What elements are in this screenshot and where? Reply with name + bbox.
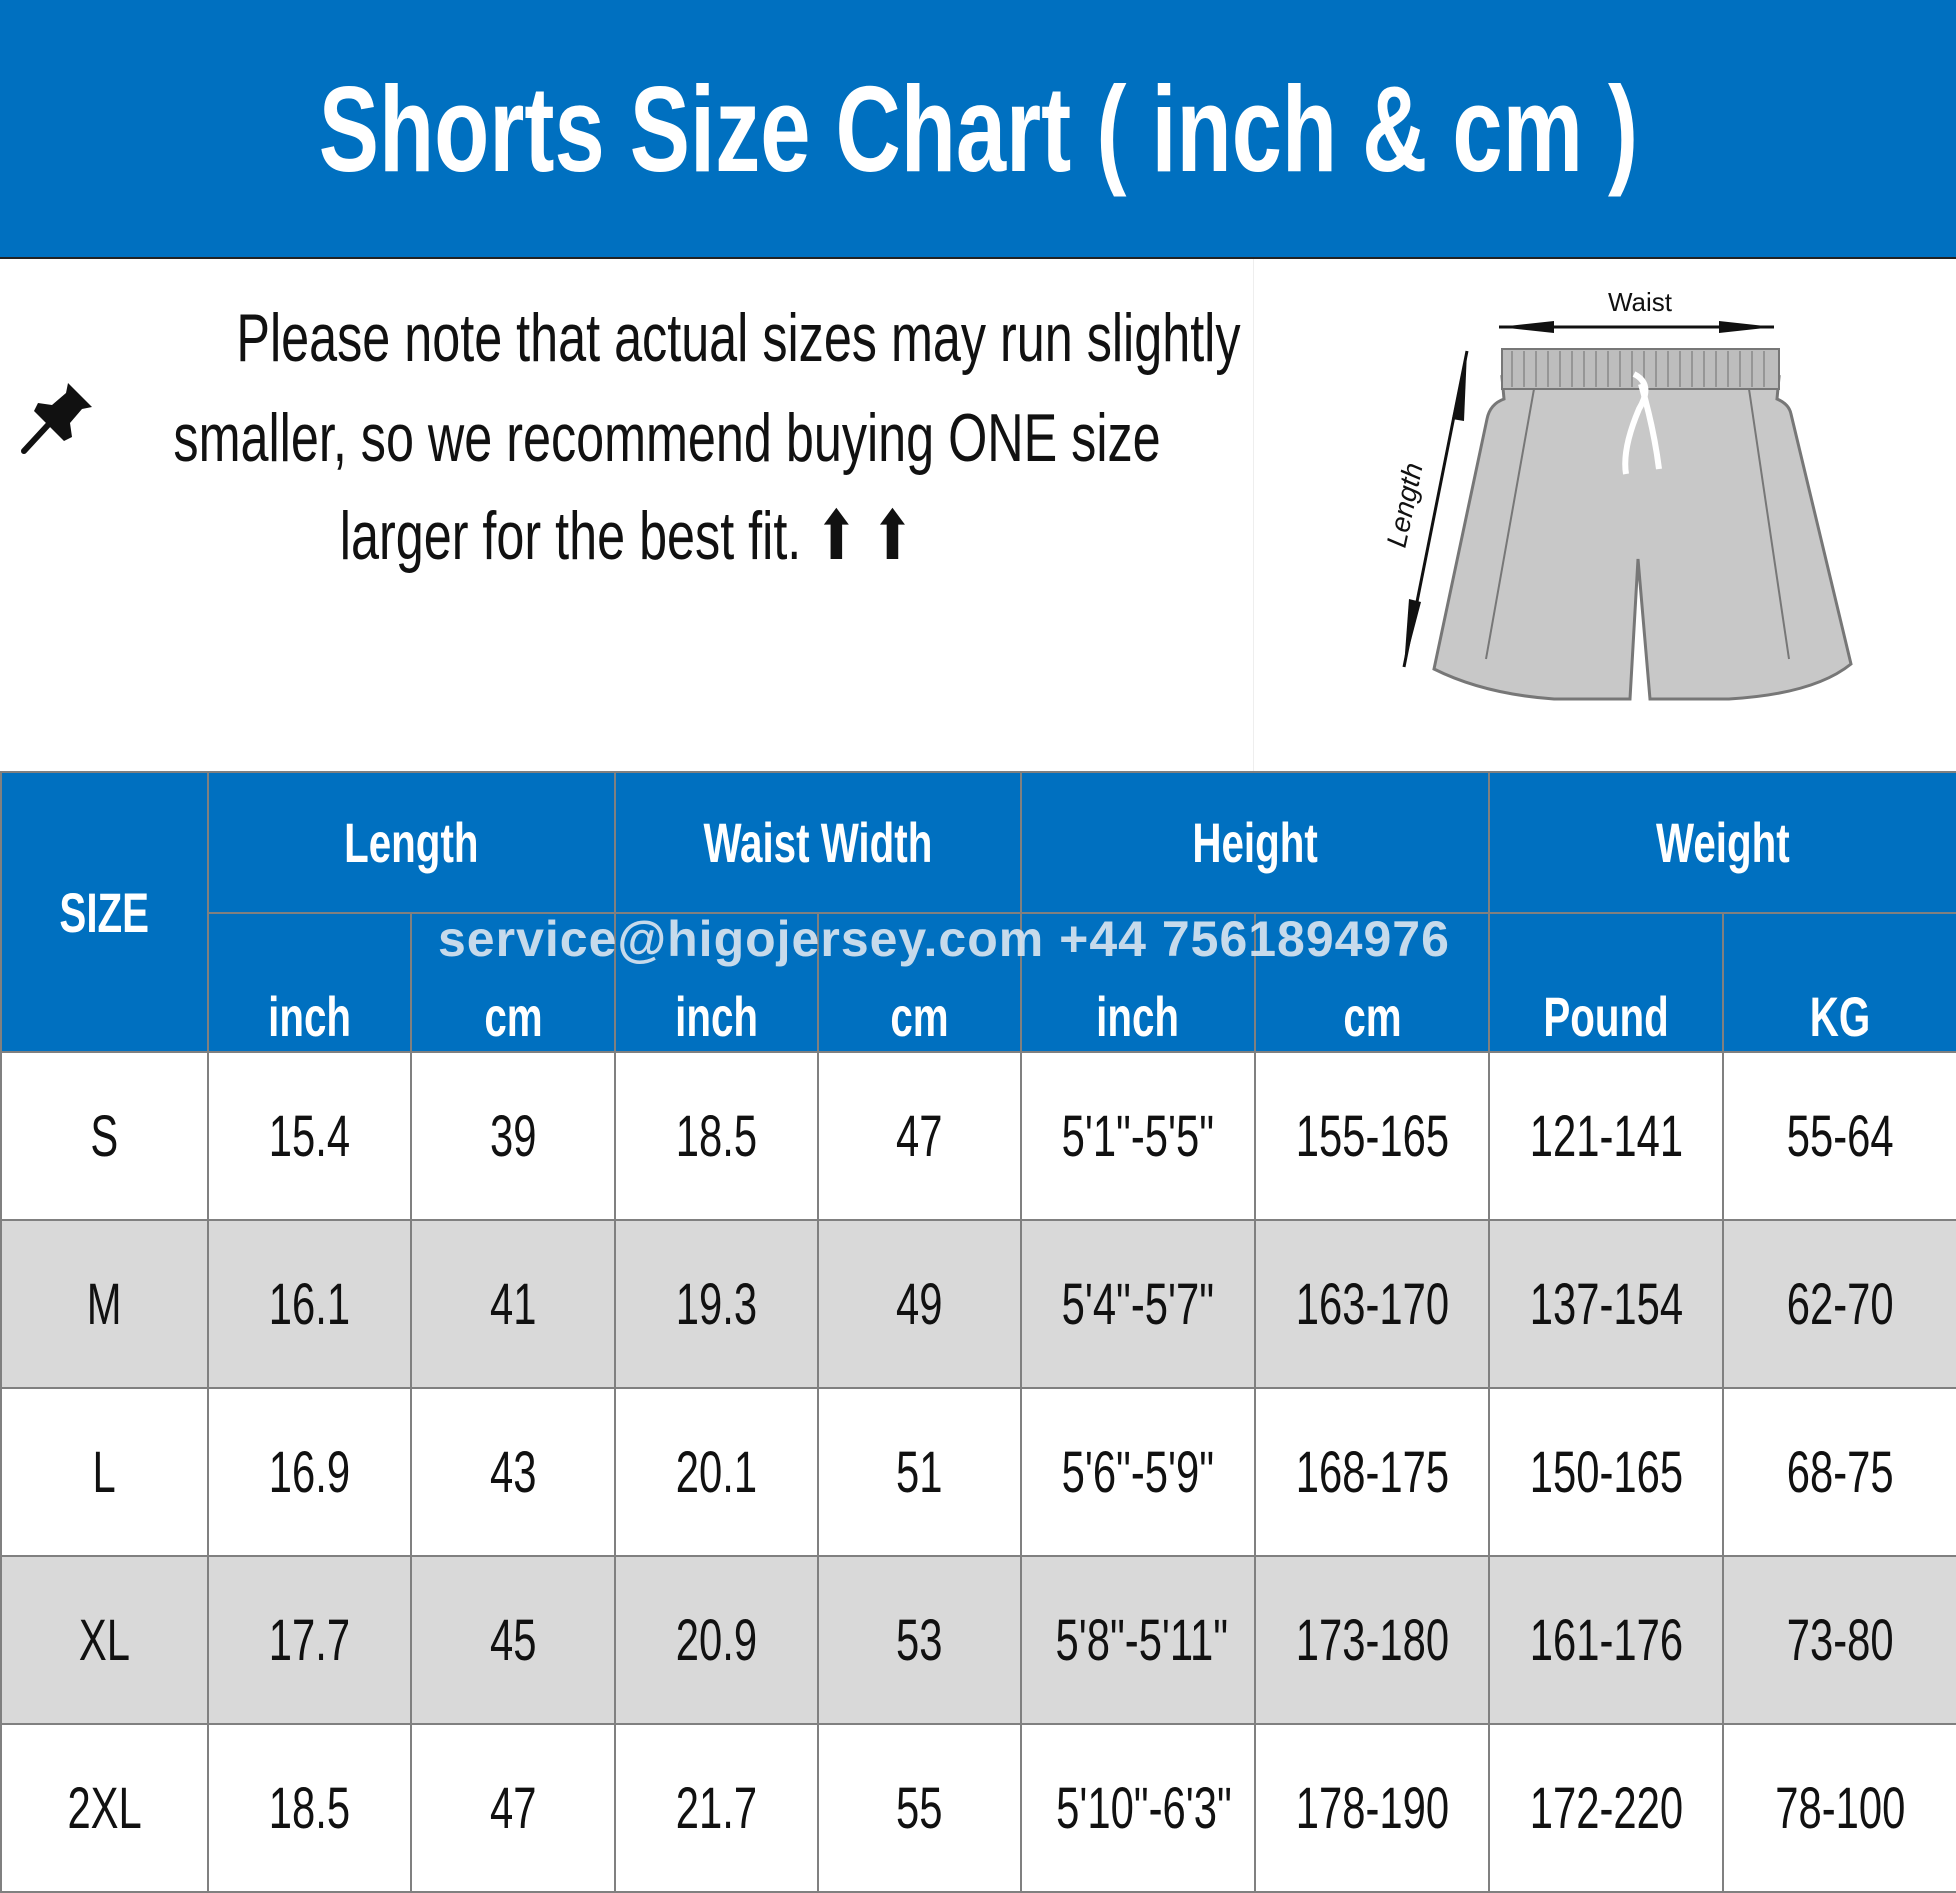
size-cell: S (0, 1051, 209, 1221)
unit-header: Pound (1488, 912, 1725, 1053)
value-cell: 5'4"-5'7" (1020, 1219, 1257, 1389)
group-header-length: Length (207, 771, 616, 914)
value-cell: 43 (410, 1387, 616, 1557)
unit-header: inch (1020, 912, 1257, 1053)
value-cell: 21.7 (614, 1723, 819, 1893)
value-cell: 68-75 (1722, 1387, 1956, 1557)
table-row: M 16.1 41 19.3 49 5'4"-5'7" 163-170 137-154 62-7… (0, 1219, 1956, 1389)
size-cell: XL (0, 1555, 209, 1725)
size-cell: 2XL (0, 1723, 209, 1893)
length-label: Length (1381, 460, 1429, 550)
title-banner: Shorts Size Chart ( inch & cm ) (0, 0, 1956, 259)
size-cell: L (0, 1387, 209, 1557)
value-cell: 168-175 (1254, 1387, 1491, 1557)
value-cell: 49 (816, 1219, 1023, 1389)
table-row: S 15.4 39 18.5 47 5'1"-5'5" 155-165 121-141 55-6… (0, 1051, 1956, 1221)
waist-label: Waist (1608, 287, 1673, 317)
value-cell: 5'1"-5'5" (1020, 1051, 1257, 1221)
sizing-note: Please note that actual sizes may run sl… (0, 259, 1254, 771)
value-cell: 172-220 (1488, 1723, 1725, 1893)
value-cell: 41 (410, 1219, 616, 1389)
group-header-waist-width: Waist Width (613, 771, 1023, 914)
value-cell: 47 (410, 1723, 616, 1893)
value-cell: 19.3 (614, 1219, 819, 1389)
value-cell: 15.4 (207, 1051, 412, 1221)
size-cell: M (0, 1219, 209, 1389)
value-cell: 16.9 (207, 1387, 412, 1557)
length-arrow-icon (1402, 350, 1469, 668)
page-title: Shorts Size Chart ( inch & cm ) (318, 60, 1638, 197)
value-cell: 16.1 (207, 1219, 412, 1389)
group-header-height: Height (1020, 771, 1491, 914)
value-cell: 20.9 (614, 1555, 819, 1725)
value-cell: 161-176 (1488, 1555, 1725, 1725)
value-cell: 78-100 (1722, 1723, 1956, 1893)
waist-arrow-icon (1499, 321, 1774, 333)
table-row: L 16.9 43 20.1 51 5'6"-5'9" 168-175 150-165 68-7… (0, 1387, 1956, 1557)
value-cell: 20.1 (614, 1387, 819, 1557)
unit-header: cm (1254, 912, 1491, 1053)
table-row: 2XL 18.5 47 21.7 55 5'10"-6'3" 178-190 172-220 7… (0, 1723, 1956, 1893)
value-cell: 150-165 (1488, 1387, 1725, 1557)
value-cell: 18.5 (614, 1051, 819, 1221)
value-cell: 47 (816, 1051, 1023, 1221)
value-cell: 45 (410, 1555, 616, 1725)
value-cell: 55-64 (1722, 1051, 1956, 1221)
value-cell: 5'10"-6'3" (1020, 1723, 1257, 1893)
note-line-2: smaller, so we recommend buying ONE size (173, 400, 1161, 476)
value-cell: 178-190 (1254, 1723, 1491, 1893)
note-line-3: larger for the best fit. ⬆ ⬆ (340, 498, 914, 574)
table-row: XL 17.7 45 20.9 53 5'8"-5'11" 173-180 161-176 73… (0, 1555, 1956, 1725)
value-cell: 53 (816, 1555, 1023, 1725)
size-table: SIZE Length Waist Width Height Weight in… (0, 771, 1956, 1893)
note-line-1: Please note that actual sizes may run sl… (236, 300, 1241, 376)
unit-header: inch (614, 912, 819, 1053)
unit-header: cm (410, 912, 616, 1053)
value-cell: 55 (816, 1723, 1023, 1893)
shorts-illustration: Waist Length (1381, 287, 1853, 701)
group-header-weight: Weight (1488, 771, 1956, 914)
value-cell: 18.5 (207, 1723, 412, 1893)
unit-header: cm (816, 912, 1023, 1053)
value-cell: 73-80 (1722, 1555, 1956, 1725)
value-cell: 62-70 (1722, 1219, 1956, 1389)
value-cell: 17.7 (207, 1555, 412, 1725)
value-cell: 173-180 (1254, 1555, 1491, 1725)
value-cell: 51 (816, 1387, 1023, 1557)
value-cell: 137-154 (1488, 1219, 1725, 1389)
value-cell: 5'8"-5'11" (1020, 1555, 1257, 1725)
value-cell: 5'6"-5'9" (1020, 1387, 1257, 1557)
value-cell: 163-170 (1254, 1219, 1491, 1389)
size-header: SIZE (0, 771, 209, 1053)
unit-header: inch (207, 912, 412, 1053)
pushpin-icon (21, 383, 92, 454)
value-cell: 39 (410, 1051, 616, 1221)
contact-watermark: service@higojersey.com +44 7561894976 (438, 911, 1450, 967)
value-cell: 121-141 (1488, 1051, 1725, 1221)
value-cell: 155-165 (1254, 1051, 1491, 1221)
unit-header: KG (1722, 912, 1956, 1053)
